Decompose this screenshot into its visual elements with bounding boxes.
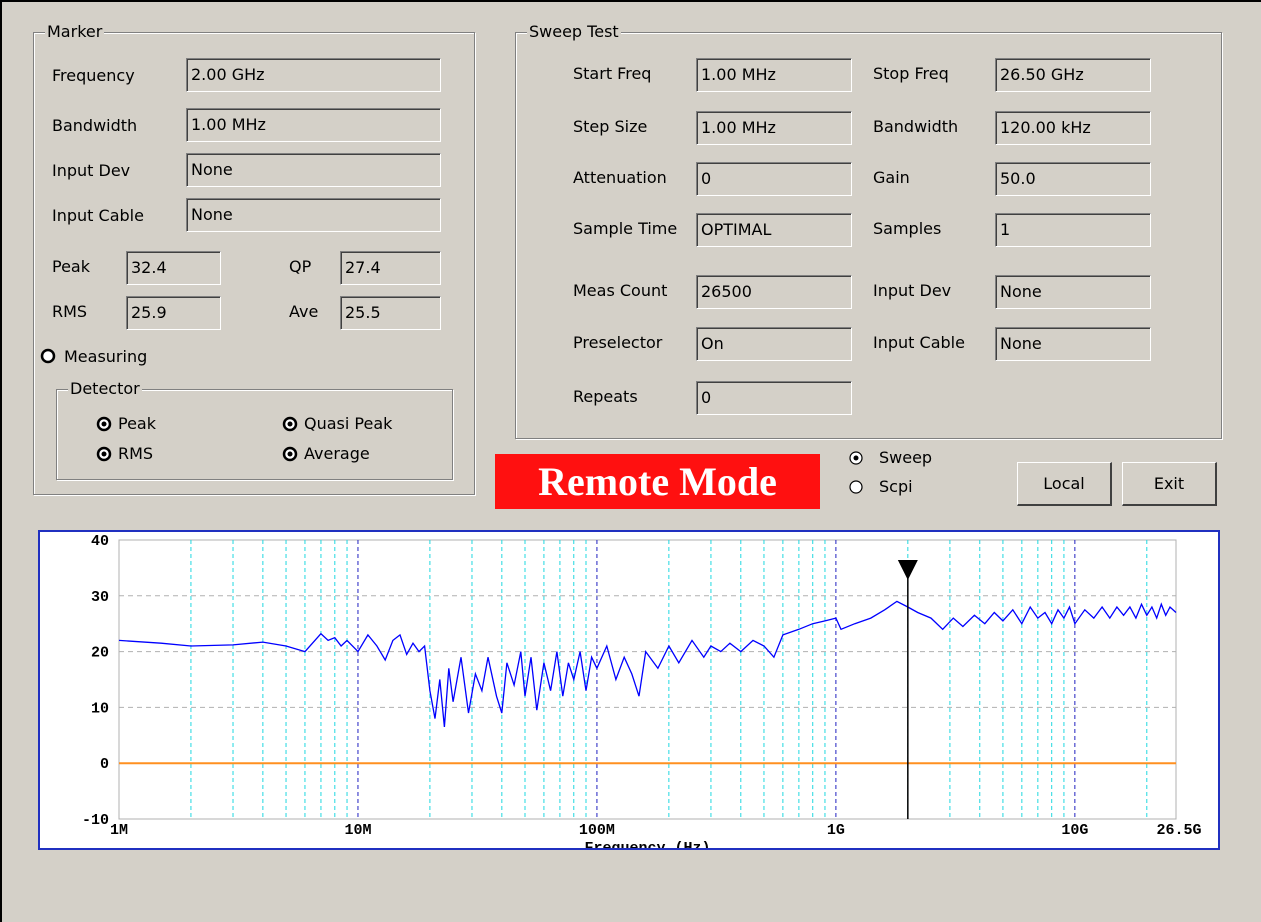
reading-value: 32.4 (126, 251, 221, 285)
field-value: 0 (696, 162, 852, 196)
reading-label: RMS (52, 302, 88, 321)
remote-mode-banner: Remote Mode (495, 454, 820, 509)
field-label: Frequency (52, 66, 135, 85)
button[interactable]: Local (1017, 462, 1112, 506)
detector-radio[interactable] (282, 416, 298, 432)
field-value: On (696, 327, 852, 361)
field-value: None (995, 327, 1151, 361)
y-tick-label: 0 (100, 756, 109, 773)
field-value: None (186, 198, 441, 232)
field-value: 1 (995, 213, 1151, 247)
field-label: Meas Count (573, 281, 668, 300)
mode-radio[interactable] (848, 450, 864, 466)
detector-radio[interactable] (282, 446, 298, 462)
y-tick-label: 20 (91, 645, 109, 662)
mode-label: Scpi (879, 477, 913, 496)
field-label: Repeats (573, 387, 638, 406)
field-label: Input Dev (52, 161, 131, 180)
reading-label: Peak (52, 257, 90, 276)
field-value: None (995, 275, 1151, 309)
field-label: Input Cable (873, 333, 965, 352)
measuring-radio[interactable] (40, 348, 56, 364)
field-label: Input Cable (52, 206, 144, 225)
button[interactable]: Exit (1122, 462, 1217, 506)
field-value: 1.00 MHz (696, 111, 852, 145)
y-tick-label: 10 (91, 700, 109, 717)
x-tick-label: 1G (827, 822, 845, 839)
mode-radio[interactable] (848, 479, 864, 495)
detector-group-title: Detector (68, 379, 142, 399)
mode-label: Sweep (879, 448, 933, 467)
field-value: 120.00 kHz (995, 111, 1151, 145)
detector-label: RMS (118, 444, 154, 463)
chart-panel: -10 0 10 20 30 40 1M 10M 100M 1G 10G 26.5G Frequency… (38, 530, 1220, 857)
field-label: Attenuation (573, 168, 667, 187)
reading-label: Ave (289, 302, 319, 321)
field-value: 26500 (696, 275, 852, 309)
sweep-group-title: Sweep Test (527, 22, 621, 42)
field-label: Bandwidth (52, 116, 138, 135)
detector-label: Quasi Peak (304, 414, 393, 433)
y-tick-label: 40 (91, 533, 109, 550)
y-tick-label: -10 (82, 812, 109, 829)
field-label: Start Freq (573, 64, 652, 83)
reading-value: 25.9 (126, 296, 221, 330)
x-tick-label: 100M (579, 822, 615, 839)
field-label: Sample Time (573, 219, 678, 238)
y-tick-label: 30 (91, 589, 109, 606)
reading-value: 25.5 (340, 296, 441, 330)
detector-group (56, 389, 453, 480)
x-tick-label: 1M (110, 822, 128, 839)
field-label: Preselector (573, 333, 663, 352)
x-axis-label: Frequency (Hz) (584, 840, 710, 848)
detector-radio[interactable] (96, 416, 112, 432)
x-tick-label: 26.5G (1156, 822, 1201, 839)
field-value: 1.00 MHz (696, 58, 852, 92)
field-label: Stop Freq (873, 64, 949, 83)
sweep-group (515, 32, 1222, 439)
field-value: 50.0 (995, 162, 1151, 196)
detector-radio[interactable] (96, 446, 112, 462)
reading-value: 27.4 (340, 251, 441, 285)
field-value: OPTIMAL (696, 213, 852, 247)
detector-label: Average (304, 444, 370, 463)
detector-label: Peak (118, 414, 156, 433)
field-value: 0 (696, 381, 852, 415)
marker-triangle (897, 560, 918, 580)
measuring-label: Measuring (64, 347, 148, 366)
field-value: 1.00 MHz (186, 108, 441, 142)
marker-group-title: Marker (45, 22, 105, 42)
x-tick-label: 10G (1061, 822, 1088, 839)
field-value: None (186, 153, 441, 187)
reading-label: QP (289, 257, 312, 276)
x-tick-label: 10M (344, 822, 371, 839)
data-line (118, 600, 1177, 727)
marker-group (33, 32, 475, 495)
plot-frame (118, 539, 1177, 820)
field-label: Gain (873, 168, 910, 187)
field-label: Samples (873, 219, 942, 238)
field-value: 2.00 GHz (186, 58, 441, 92)
field-label: Step Size (573, 117, 648, 136)
field-label: Bandwidth (873, 117, 959, 136)
field-label: Input Dev (873, 281, 952, 300)
chart: -10 0 10 20 30 40 1M 10M 100M 1G 10G 26.5G Frequency… (82, 533, 1202, 857)
field-value: 26.50 GHz (995, 58, 1151, 92)
